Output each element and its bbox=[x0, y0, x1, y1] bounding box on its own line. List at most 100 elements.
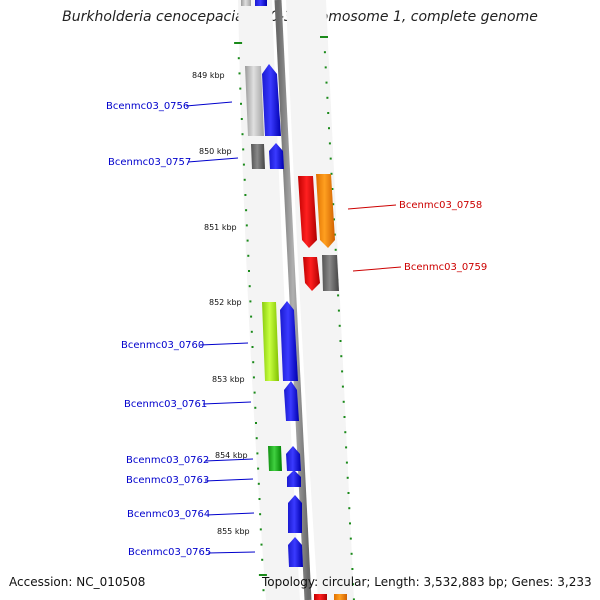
gene-label-0763[interactable]: Bcenmc03_0763 bbox=[126, 475, 209, 486]
gene-label-0761[interactable]: Bcenmc03_0761 bbox=[124, 399, 207, 410]
tick-mark bbox=[238, 72, 241, 75]
leader-line bbox=[204, 458, 254, 462]
tick-mark bbox=[347, 492, 350, 494]
tick-mark bbox=[324, 66, 327, 69]
tick-mark bbox=[248, 285, 251, 288]
gene-0758-companion[interactable] bbox=[316, 174, 335, 248]
leader-line bbox=[185, 101, 233, 107]
leader-line bbox=[347, 204, 397, 210]
gene-0759[interactable] bbox=[303, 257, 320, 291]
gene-label-0764[interactable]: Bcenmc03_0764 bbox=[127, 509, 210, 520]
tick-mark bbox=[328, 142, 331, 145]
tick-marks bbox=[234, 36, 355, 600]
tick-mark bbox=[237, 57, 240, 60]
chromosome-backbone bbox=[274, 0, 312, 600]
tick-mark bbox=[341, 385, 344, 388]
tick-mark bbox=[234, 42, 243, 44]
leader-line bbox=[187, 157, 239, 163]
tick-mark bbox=[345, 446, 348, 449]
tick-mark bbox=[256, 452, 259, 455]
gene-labels: Bcenmc03_0756 Bcenmc03_0757 Bcenmc03_075… bbox=[106, 101, 487, 558]
gene-0757-companion[interactable] bbox=[251, 144, 265, 169]
kbp-label: 855 kbp bbox=[217, 527, 250, 536]
label-leader-lines bbox=[185, 101, 402, 554]
gene-label-0758[interactable]: Bcenmc03_0758 bbox=[399, 200, 482, 211]
tick-mark bbox=[245, 209, 248, 212]
tick-mark bbox=[352, 583, 355, 586]
gene-0760[interactable] bbox=[280, 301, 298, 381]
tick-mark bbox=[246, 239, 249, 242]
tick-mark bbox=[342, 400, 345, 403]
tick-mark bbox=[262, 589, 265, 592]
tick-mark bbox=[337, 309, 340, 312]
tick-mark bbox=[240, 102, 242, 105]
outer-ring-band bbox=[286, 0, 354, 600]
tick-mark bbox=[239, 87, 242, 90]
tick-mark bbox=[252, 376, 255, 379]
tick-mark bbox=[259, 528, 262, 531]
gene-0759-companion[interactable] bbox=[322, 255, 339, 291]
gene-label-0757[interactable]: Bcenmc03_0757 bbox=[108, 157, 191, 168]
tick-mark bbox=[332, 203, 335, 206]
tick-mark bbox=[242, 148, 245, 151]
tick-mark bbox=[320, 36, 328, 38]
gene-partial-top[interactable] bbox=[241, 0, 251, 6]
gene-0760-companion[interactable] bbox=[262, 302, 279, 381]
tick-mark bbox=[340, 355, 343, 358]
tick-mark bbox=[240, 118, 243, 120]
tick-mark bbox=[241, 133, 244, 136]
accession-text: Accession: NC_010508 bbox=[9, 575, 146, 589]
tick-mark bbox=[243, 178, 246, 181]
gene-0762-companion[interactable] bbox=[268, 446, 282, 471]
tick-mark bbox=[261, 558, 264, 561]
gene-0764[interactable] bbox=[288, 495, 302, 533]
gene-label-0765[interactable]: Bcenmc03_0765 bbox=[128, 547, 211, 558]
tick-mark bbox=[337, 294, 340, 297]
gene-partial-top[interactable] bbox=[255, 0, 267, 6]
gene-0765[interactable] bbox=[288, 537, 303, 567]
tick-mark bbox=[250, 315, 253, 318]
leader-line bbox=[205, 512, 255, 516]
gene-0756-companion[interactable] bbox=[245, 66, 264, 136]
kbp-scale: 849 kbp 850 kbp 851 kbp 852 kbp 853 kbp … bbox=[192, 71, 250, 536]
gene-label-0759[interactable]: Bcenmc03_0759 bbox=[404, 262, 487, 273]
leader-line bbox=[352, 266, 402, 272]
gene-0758[interactable] bbox=[298, 176, 317, 248]
tick-mark bbox=[328, 127, 330, 130]
tick-mark bbox=[323, 51, 326, 54]
gene-0763[interactable] bbox=[287, 470, 301, 487]
tick-mark bbox=[348, 507, 351, 510]
kbp-label: 854 kbp bbox=[215, 451, 248, 460]
tick-mark bbox=[327, 112, 330, 114]
kbp-label: 849 kbp bbox=[192, 71, 225, 80]
gene-label-0760[interactable]: Bcenmc03_0760 bbox=[121, 340, 204, 351]
topology-text: Topology: circular; Length: 3,532,883 bp… bbox=[262, 575, 592, 589]
leader-line bbox=[199, 342, 249, 346]
tick-mark bbox=[350, 552, 353, 555]
gene-0757[interactable] bbox=[269, 143, 284, 169]
tick-mark bbox=[338, 324, 341, 327]
tick-mark bbox=[349, 522, 351, 525]
gene-label-0756[interactable]: Bcenmc03_0756 bbox=[106, 101, 189, 112]
gene-0762[interactable] bbox=[286, 446, 301, 471]
tick-mark bbox=[252, 361, 255, 364]
tick-mark bbox=[351, 568, 354, 570]
gene-0761[interactable] bbox=[284, 381, 299, 421]
gene-label-0762[interactable]: Bcenmc03_0762 bbox=[126, 455, 209, 466]
tick-mark bbox=[349, 537, 352, 540]
gene-partial-bottom[interactable] bbox=[334, 594, 347, 600]
kbp-label: 850 kbp bbox=[199, 147, 232, 156]
leader-line bbox=[207, 551, 256, 554]
tick-mark bbox=[253, 391, 256, 394]
tick-mark bbox=[333, 218, 335, 221]
tick-mark bbox=[255, 437, 258, 440]
gene-0756[interactable] bbox=[262, 64, 281, 136]
tick-mark bbox=[251, 346, 254, 348]
tick-mark bbox=[339, 340, 342, 342]
gene-partial-bottom[interactable] bbox=[314, 594, 327, 600]
kbp-label: 853 kbp bbox=[212, 375, 245, 384]
tick-mark bbox=[258, 498, 261, 500]
tick-mark bbox=[254, 406, 257, 409]
leader-line bbox=[202, 401, 252, 405]
